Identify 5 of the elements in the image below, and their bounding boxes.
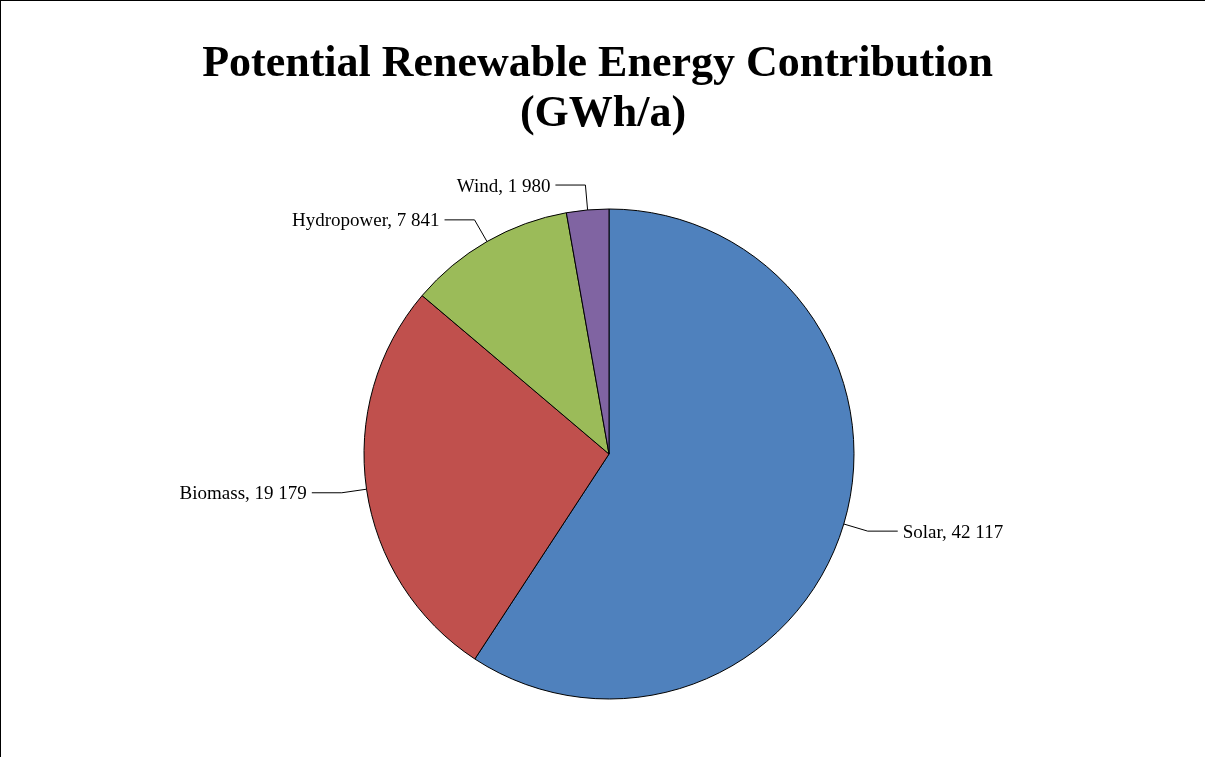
chart-title: Potential Renewable Energy Contribution (GWh/a)	[202, 36, 1004, 136]
slice-label: Wind, 1 980	[456, 174, 551, 196]
slice-label: Solar, 42 117	[902, 520, 1004, 542]
slice-label: Biomass, 19 179	[179, 482, 307, 504]
slice-label: Hydropower, 7 841	[292, 209, 440, 231]
